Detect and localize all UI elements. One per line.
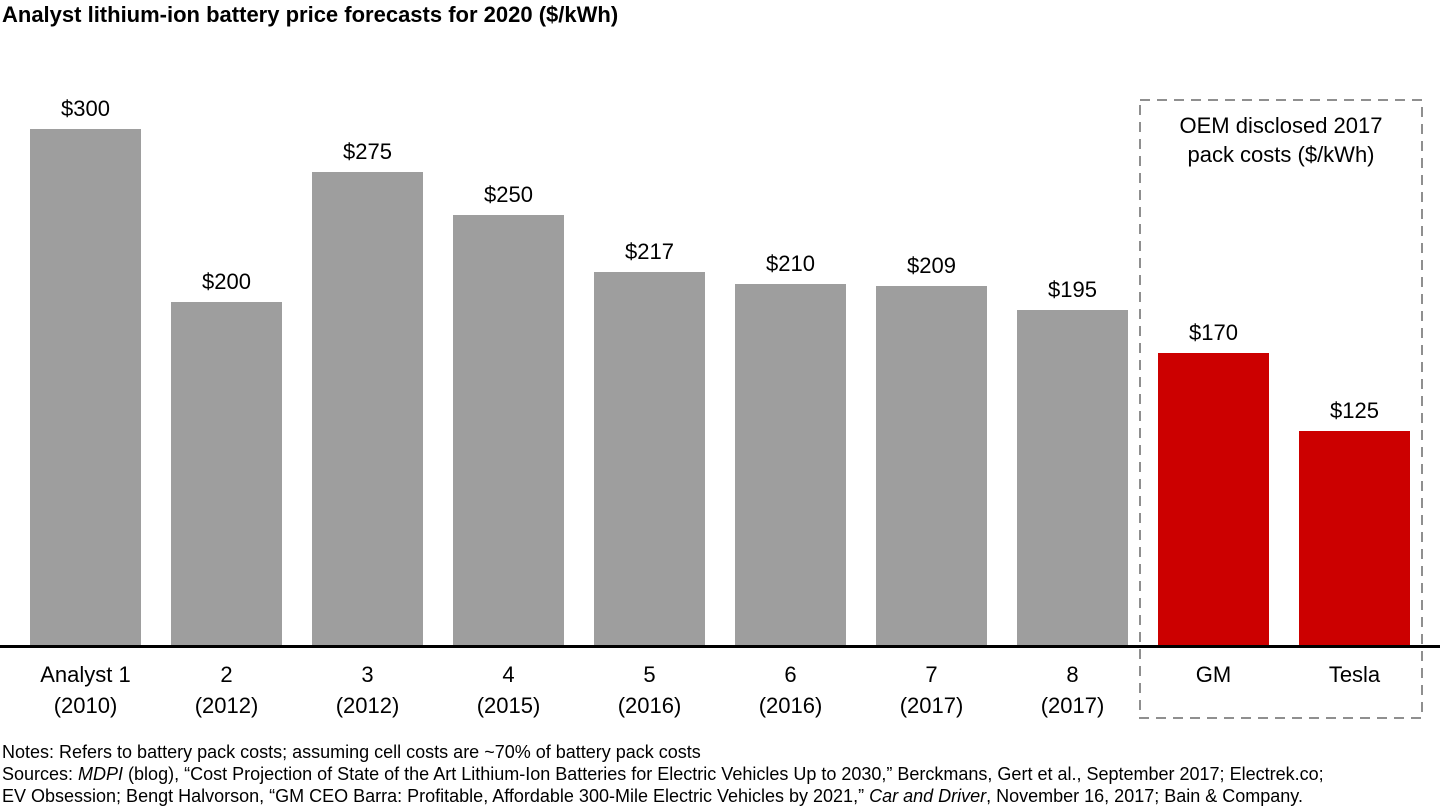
- bar-6: [735, 284, 846, 647]
- x-label-tesla: Tesla: [1328, 662, 1381, 687]
- x-label-gm: GM: [1195, 662, 1232, 687]
- bar-2: [171, 302, 282, 647]
- bar-value-3: $275: [343, 139, 392, 164]
- sources-rest: (blog), “Cost Projection of State of the…: [123, 764, 1324, 784]
- oem-box-label: OEM disclosed 2017 pack costs ($/kWh): [1140, 111, 1422, 169]
- bar-value-gm: $170: [1189, 320, 1238, 345]
- oem-dashed-box: [1139, 99, 1423, 719]
- bar-value-6: $210: [766, 251, 815, 276]
- bar-value-5: $217: [625, 239, 674, 264]
- x-label-analyst-1: Analyst 1 (2010): [40, 662, 131, 718]
- x-axis-line: [0, 645, 1440, 648]
- bar-tesla: [1299, 431, 1410, 647]
- x-label-2: 2 (2012): [194, 662, 259, 718]
- bar-3: [312, 172, 423, 647]
- bar-4: [453, 215, 564, 647]
- bar-value-8: $195: [1048, 277, 1097, 302]
- sources2-rest: , November 16, 2017; Bain & Company.: [986, 786, 1303, 806]
- bar-analyst-1: [30, 129, 141, 647]
- bar-value-7: $209: [907, 253, 956, 278]
- oem-box-label-line2: pack costs ($/kWh): [1187, 142, 1375, 167]
- x-label-6: 6 (2016): [758, 662, 823, 718]
- notes-line: Notes: Refers to battery pack costs; ass…: [2, 742, 701, 762]
- bar-value-analyst-1: $300: [61, 96, 110, 121]
- bar-value-4: $250: [484, 182, 533, 207]
- notes-block: Notes: Refers to battery pack costs; ass…: [2, 741, 1438, 807]
- sources-italic-publication: MDPI: [78, 764, 124, 784]
- bar-7: [876, 286, 987, 647]
- sources2-italic-publication: Car and Driver: [869, 786, 987, 806]
- x-label-3: 3 (2012): [335, 662, 400, 718]
- sources-prefix: Sources:: [2, 764, 79, 784]
- chart-title: Analyst lithium-ion battery price foreca…: [2, 2, 619, 27]
- x-label-4: 4 (2015): [476, 662, 541, 718]
- oem-box-label-line1: OEM disclosed 2017: [1179, 113, 1383, 138]
- sources-line-2: EV Obsession; Bengt Halvorson, “GM CEO B…: [2, 785, 1438, 807]
- sources-line-1: Sources: MDPI (blog), “Cost Projection o…: [2, 763, 1438, 785]
- x-label-7: 7 (2017): [899, 662, 964, 718]
- bar-gm: [1158, 353, 1269, 647]
- sources2-prefix: EV Obsession; Bengt Halvorson, “GM CEO B…: [2, 786, 870, 806]
- x-label-5: 5 (2016): [617, 662, 682, 718]
- bar-5: [594, 272, 705, 647]
- bar-8: [1017, 310, 1128, 647]
- x-label-8: 8 (2017): [1040, 662, 1105, 718]
- bar-value-tesla: $125: [1330, 398, 1379, 423]
- bar-value-2: $200: [202, 269, 251, 294]
